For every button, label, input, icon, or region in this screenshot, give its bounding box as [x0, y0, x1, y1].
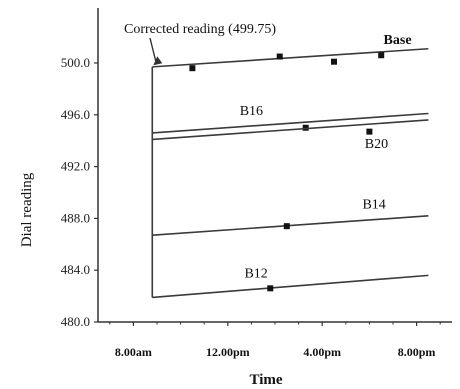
y-tick-label: 480.0	[61, 314, 90, 329]
series-label-b12: B12	[244, 266, 267, 281]
y-tick-label: 496.0	[61, 107, 90, 122]
axes	[97, 8, 452, 323]
series-label-b16: B16	[240, 104, 263, 119]
data-point-b12	[267, 285, 274, 292]
x-tick-label: 8.00pm	[398, 345, 436, 359]
annotation-group: Corrected reading (499.75)	[124, 22, 276, 66]
y-axis-title: Dial reading	[19, 172, 35, 247]
annotation-arrowhead	[153, 56, 163, 66]
corrected-reading-annotation: Corrected reading (499.75)	[124, 22, 276, 37]
data-point-b16	[302, 124, 309, 131]
series-group: Base B16 B20 B14 B12	[151, 33, 429, 299]
x-ticks: 8.00am 12.00pm 4.00pm 8.00pm	[109, 322, 441, 359]
x-tick-label: 12.00pm	[206, 345, 250, 359]
y-tick-label: 488.0	[61, 210, 90, 225]
data-point-b20	[366, 128, 373, 135]
data-point-base	[276, 53, 283, 60]
series-line-b12	[152, 274, 429, 299]
series-line-b16	[152, 112, 429, 134]
series-label-b14: B14	[362, 198, 385, 213]
x-axis-title: Time	[249, 372, 282, 388]
data-point-base	[378, 52, 385, 59]
series-label-base: Base	[384, 33, 412, 48]
data-point-base	[331, 58, 337, 65]
series-line-b20	[152, 119, 429, 141]
series-label-b20: B20	[365, 137, 388, 152]
y-tick-label: 484.0	[61, 262, 90, 277]
series-line-b14	[152, 215, 429, 237]
series-line-base	[152, 47, 429, 68]
data-point-base	[189, 65, 196, 72]
x-tick-label: 4.00pm	[303, 345, 341, 359]
y-ticks: 480.0 484.0 488.0 492.0 496.0 500.0	[61, 55, 98, 329]
annotation-arrow	[149, 37, 157, 64]
y-tick-label: 500.0	[61, 55, 90, 70]
y-tick-label: 492.0	[61, 159, 90, 174]
data-point-b14	[283, 223, 290, 230]
x-tick-label: 8.00am	[115, 345, 152, 359]
